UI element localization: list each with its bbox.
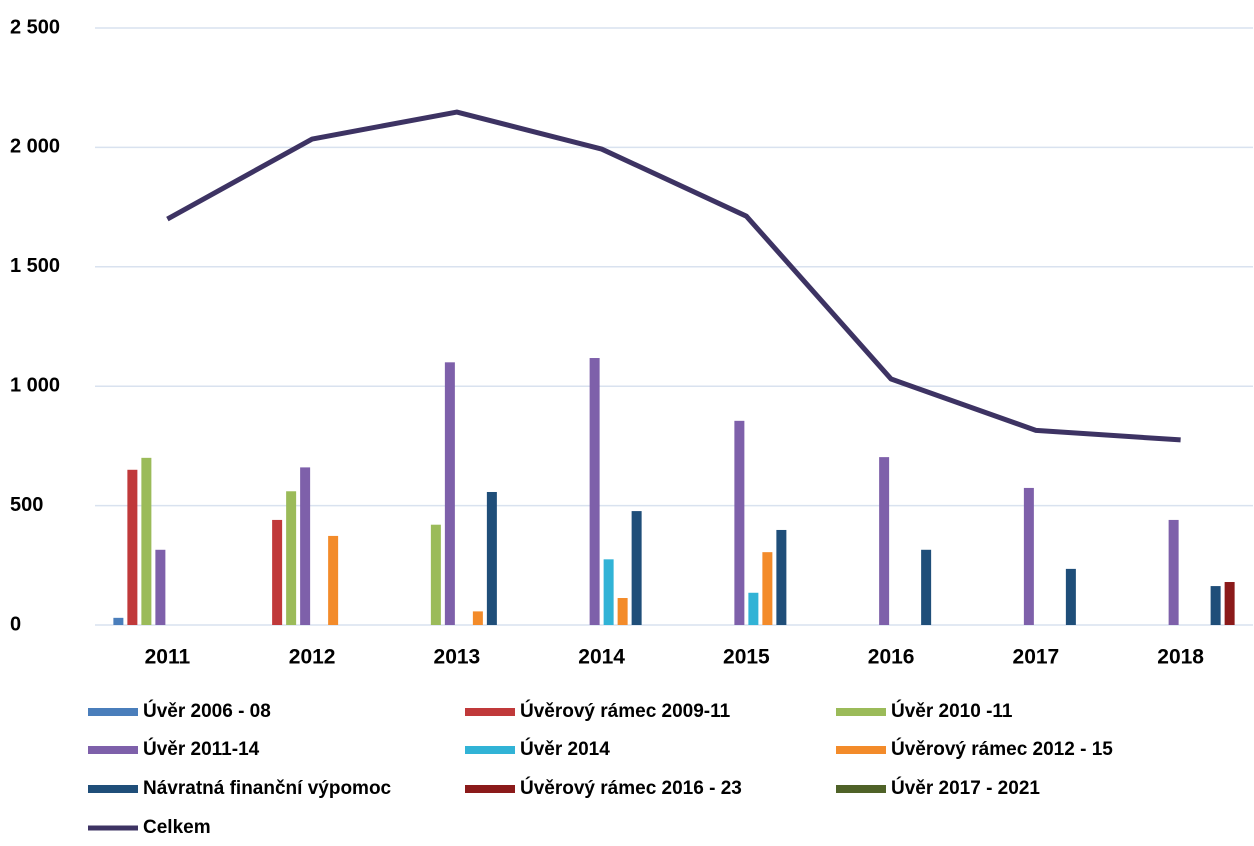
bar bbox=[486, 491, 497, 625]
bar bbox=[776, 529, 787, 625]
y-tick-label: 2 000 bbox=[10, 136, 60, 158]
bar bbox=[1210, 586, 1221, 625]
y-tick-label: 2 500 bbox=[10, 16, 60, 38]
bar bbox=[921, 549, 932, 625]
x-tick-label: 2015 bbox=[723, 646, 770, 669]
legend-swatch bbox=[88, 708, 138, 716]
legend-label: Úvěrový rámec 2012 - 15 bbox=[891, 738, 1113, 760]
bar bbox=[589, 358, 600, 625]
bar bbox=[734, 420, 745, 625]
y-tick-label: 1 000 bbox=[10, 374, 60, 396]
x-tick-label: 2016 bbox=[868, 646, 915, 669]
legend-label: Úvěrový rámec 2009-11 bbox=[520, 700, 731, 722]
bar bbox=[141, 457, 152, 625]
bar bbox=[617, 598, 628, 625]
legend-label: Úvěr 2017 - 2021 bbox=[891, 777, 1040, 799]
bar bbox=[762, 552, 773, 625]
legend-swatch bbox=[88, 746, 138, 754]
bar bbox=[1168, 519, 1179, 625]
bar bbox=[1065, 568, 1076, 625]
legend-swatch bbox=[836, 746, 886, 754]
x-tick-label: 2013 bbox=[434, 646, 481, 669]
y-tick-label: 0 bbox=[10, 613, 21, 635]
legend-label: Celkem bbox=[143, 817, 211, 838]
bar bbox=[472, 611, 483, 625]
bar bbox=[603, 559, 614, 625]
bar bbox=[328, 535, 339, 625]
bar bbox=[444, 362, 455, 625]
legend-label: Úvěr 2006 - 08 bbox=[143, 700, 271, 722]
legend-swatch bbox=[465, 746, 515, 754]
bar bbox=[272, 519, 283, 625]
bar bbox=[127, 469, 138, 625]
x-tick-label: 2011 bbox=[145, 646, 191, 669]
bar bbox=[300, 467, 311, 625]
bar bbox=[286, 491, 297, 625]
bar bbox=[430, 524, 441, 625]
legend-swatch bbox=[465, 785, 515, 793]
legend-swatch bbox=[836, 785, 886, 793]
legend-label: Úvěrový rámec 2016 - 23 bbox=[520, 777, 742, 799]
bar bbox=[155, 549, 166, 625]
legend-label: Návratná finanční výpomoc bbox=[143, 778, 392, 799]
legend-swatch bbox=[836, 708, 886, 716]
x-tick-label: 2017 bbox=[1013, 646, 1060, 669]
bar bbox=[113, 617, 124, 625]
legend-label: Úvěr 2014 bbox=[520, 738, 610, 760]
x-tick-label: 2018 bbox=[1157, 646, 1204, 669]
y-tick-label: 500 bbox=[10, 494, 43, 516]
bar bbox=[1224, 582, 1235, 625]
line bbox=[166, 109, 1181, 443]
bar bbox=[879, 457, 890, 625]
x-tick-label: 2012 bbox=[289, 646, 336, 669]
legend-label: Úvěr 2011-14 bbox=[143, 738, 260, 760]
bar bbox=[631, 511, 642, 625]
legend-swatch bbox=[88, 785, 138, 793]
bar bbox=[748, 592, 759, 625]
x-tick-label: 2014 bbox=[578, 646, 625, 669]
bar bbox=[1023, 487, 1034, 625]
legend-label: Úvěr 2010 -11 bbox=[891, 700, 1013, 722]
legend-swatch bbox=[465, 708, 515, 716]
y-tick-label: 1 500 bbox=[10, 255, 60, 277]
